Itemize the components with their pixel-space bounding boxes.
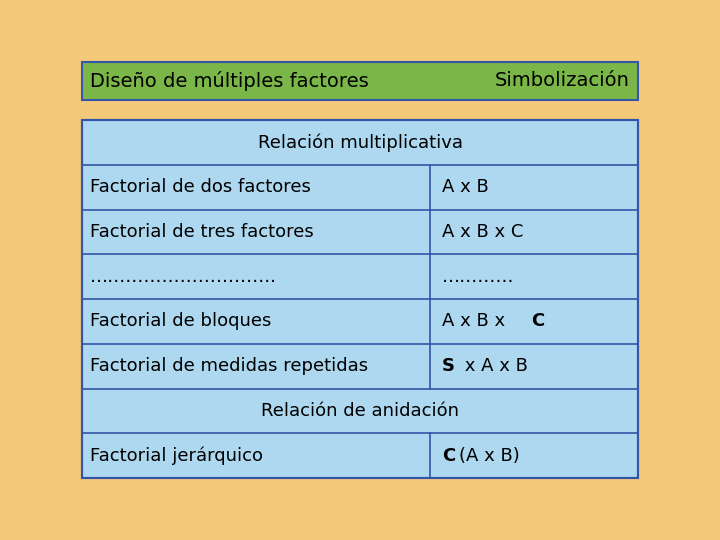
Text: A x B x C: A x B x C (442, 223, 523, 241)
Text: Factorial de dos factores: Factorial de dos factores (90, 178, 311, 196)
Text: ………………………….: …………………………. (90, 268, 277, 286)
Bar (82, 120, 638, 478)
Text: A x B: A x B (442, 178, 489, 196)
Bar (82, 120, 638, 478)
Text: Factorial de medidas repetidas: Factorial de medidas repetidas (90, 357, 368, 375)
Text: (A x B): (A x B) (459, 447, 520, 464)
Text: C: C (442, 447, 455, 464)
Text: x A x B: x A x B (459, 357, 528, 375)
Text: Simbolización: Simbolización (495, 71, 630, 91)
Text: Diseño de múltiples factores: Diseño de múltiples factores (90, 71, 369, 91)
Text: S: S (442, 357, 455, 375)
Text: C: C (531, 312, 544, 330)
Text: Factorial jerárquico: Factorial jerárquico (90, 447, 263, 465)
Bar (82, 62, 638, 100)
Text: A x B x: A x B x (442, 312, 511, 330)
Text: Relación de anidación: Relación de anidación (261, 402, 459, 420)
Text: Relación multiplicativa: Relación multiplicativa (258, 133, 462, 152)
Text: …………: ………… (442, 268, 515, 286)
Text: Factorial de tres factores: Factorial de tres factores (90, 223, 314, 241)
Text: Factorial de bloques: Factorial de bloques (90, 312, 271, 330)
